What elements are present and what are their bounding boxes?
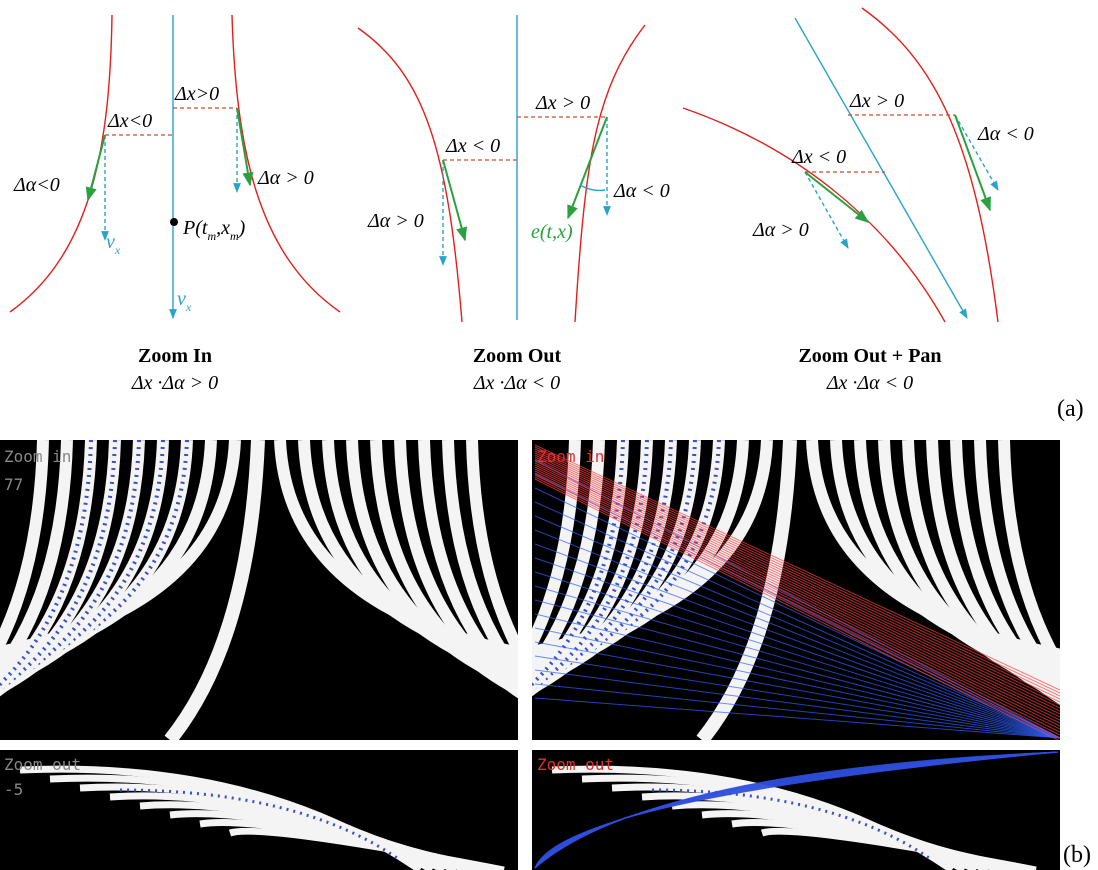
panel-label: (a) [1057, 396, 1084, 422]
label-part: m [207, 229, 216, 243]
curve [232, 15, 340, 312]
label-part: ,x [216, 217, 230, 239]
zoom-in-diagram: Δx<0 Δx>0 Δα<0 Δα > 0 vx vx P(tm,xm) Zoo… [10, 15, 340, 394]
caption: Zoom in [537, 447, 604, 466]
label: e(t,x) [531, 221, 573, 243]
formula: Δx ·Δα < 0 [473, 372, 560, 394]
panel-label: (b) [1063, 842, 1091, 868]
label: P(tm,xm) [182, 217, 246, 243]
label: vx [177, 288, 192, 314]
label: Δα > 0 [752, 219, 809, 241]
angle [580, 185, 605, 190]
formula: Δx ·Δα > 0 [131, 372, 218, 394]
caption: Zoom in [4, 447, 71, 466]
arrow [805, 172, 848, 248]
label-part: x [185, 300, 192, 314]
formula: Δx ·Δα < 0 [826, 372, 913, 394]
title: Zoom Out + Pan [798, 345, 941, 367]
label: vx [106, 231, 121, 257]
label: Δx>0 [174, 83, 219, 105]
curve [683, 108, 945, 322]
label-part: v [177, 288, 186, 310]
label: Δx < 0 [791, 146, 846, 168]
tangent [88, 135, 105, 200]
label: Δα<0 [13, 174, 60, 196]
zoom-out-pan-diagram: Δx > 0 Δα < 0 Δx < 0 Δα > 0 Zoom Out + P… [683, 8, 1034, 394]
label: Δx<0 [107, 110, 152, 132]
label: Δx > 0 [849, 90, 904, 112]
caption: Zoom out [537, 755, 614, 774]
label-part: m [230, 229, 239, 243]
tangent [443, 160, 465, 240]
label: Δα < 0 [977, 123, 1034, 145]
label: Δα > 0 [367, 210, 424, 232]
label: Δx < 0 [445, 135, 500, 157]
point [170, 218, 178, 226]
axis [795, 18, 967, 318]
tangent [568, 117, 607, 218]
counter: 77 [4, 475, 23, 494]
label-part: P(t [182, 217, 208, 239]
label: Δx > 0 [535, 92, 590, 114]
tangent [237, 108, 250, 185]
label-part: ) [238, 217, 246, 239]
label: Δα > 0 [257, 167, 314, 189]
label-part: v [106, 231, 115, 253]
title: Zoom In [138, 345, 212, 367]
tangent [805, 172, 868, 222]
zoom-out-diagram: Δx < 0 Δx > 0 Δα > 0 Δα < 0 e(t,x) Zoom … [358, 15, 670, 394]
label-part: x [114, 243, 121, 257]
title: Zoom Out [473, 345, 562, 367]
label: Δα < 0 [613, 180, 670, 202]
caption: Zoom out [4, 755, 81, 774]
curve [862, 8, 998, 322]
counter: -5 [4, 780, 23, 799]
figure: Δx<0 Δx>0 Δα<0 Δα > 0 vx vx P(tm,xm) Zoo… [0, 0, 1098, 870]
